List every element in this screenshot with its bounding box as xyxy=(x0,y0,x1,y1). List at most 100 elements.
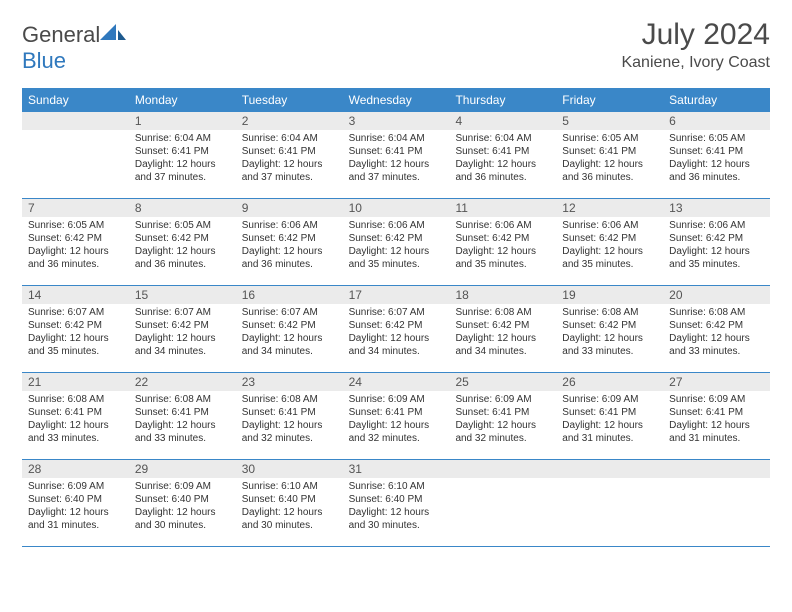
day-cell: 9Sunrise: 6:06 AMSunset: 6:42 PMDaylight… xyxy=(236,199,343,285)
day-header-cell: Friday xyxy=(556,88,663,112)
day-header-cell: Tuesday xyxy=(236,88,343,112)
day-body xyxy=(663,478,770,528)
day-body: Sunrise: 6:06 AMSunset: 6:42 PMDaylight:… xyxy=(449,217,556,275)
day-cell: 10Sunrise: 6:06 AMSunset: 6:42 PMDayligh… xyxy=(343,199,450,285)
sunset-text: Sunset: 6:42 PM xyxy=(135,232,230,245)
logo-sail-icon xyxy=(100,24,126,42)
day-body: Sunrise: 6:05 AMSunset: 6:42 PMDaylight:… xyxy=(22,217,129,275)
day-body: Sunrise: 6:04 AMSunset: 6:41 PMDaylight:… xyxy=(236,130,343,188)
day-body: Sunrise: 6:09 AMSunset: 6:41 PMDaylight:… xyxy=(343,391,450,449)
sunrise-text: Sunrise: 6:07 AM xyxy=(135,306,230,319)
day-number: 21 xyxy=(22,373,129,391)
day-number: 12 xyxy=(556,199,663,217)
sunset-text: Sunset: 6:42 PM xyxy=(349,319,444,332)
day-cell: 15Sunrise: 6:07 AMSunset: 6:42 PMDayligh… xyxy=(129,286,236,372)
sunrise-text: Sunrise: 6:09 AM xyxy=(135,480,230,493)
sunrise-text: Sunrise: 6:06 AM xyxy=(242,219,337,232)
sunrise-text: Sunrise: 6:08 AM xyxy=(669,306,764,319)
day-number: 20 xyxy=(663,286,770,304)
daylight-text: Daylight: 12 hours and 31 minutes. xyxy=(28,506,123,532)
sunset-text: Sunset: 6:41 PM xyxy=(242,145,337,158)
day-cell: 16Sunrise: 6:07 AMSunset: 6:42 PMDayligh… xyxy=(236,286,343,372)
day-cell: 1Sunrise: 6:04 AMSunset: 6:41 PMDaylight… xyxy=(129,112,236,198)
day-cell: 8Sunrise: 6:05 AMSunset: 6:42 PMDaylight… xyxy=(129,199,236,285)
daylight-text: Daylight: 12 hours and 31 minutes. xyxy=(669,419,764,445)
sunrise-text: Sunrise: 6:05 AM xyxy=(135,219,230,232)
sunrise-text: Sunrise: 6:06 AM xyxy=(349,219,444,232)
day-cell xyxy=(449,460,556,546)
weeks-container: 1Sunrise: 6:04 AMSunset: 6:41 PMDaylight… xyxy=(22,112,770,547)
month-title: July 2024 xyxy=(621,18,770,52)
day-number: 3 xyxy=(343,112,450,130)
sunset-text: Sunset: 6:42 PM xyxy=(669,232,764,245)
header: General Blue July 2024 Kaniene, Ivory Co… xyxy=(22,18,770,74)
day-cell: 7Sunrise: 6:05 AMSunset: 6:42 PMDaylight… xyxy=(22,199,129,285)
daylight-text: Daylight: 12 hours and 36 minutes. xyxy=(562,158,657,184)
sunrise-text: Sunrise: 6:06 AM xyxy=(669,219,764,232)
sunset-text: Sunset: 6:41 PM xyxy=(28,406,123,419)
sunrise-text: Sunrise: 6:08 AM xyxy=(242,393,337,406)
day-number: 13 xyxy=(663,199,770,217)
day-header-cell: Monday xyxy=(129,88,236,112)
day-body: Sunrise: 6:07 AMSunset: 6:42 PMDaylight:… xyxy=(22,304,129,362)
day-cell: 2Sunrise: 6:04 AMSunset: 6:41 PMDaylight… xyxy=(236,112,343,198)
daylight-text: Daylight: 12 hours and 33 minutes. xyxy=(28,419,123,445)
sunset-text: Sunset: 6:40 PM xyxy=(242,493,337,506)
day-body: Sunrise: 6:05 AMSunset: 6:42 PMDaylight:… xyxy=(129,217,236,275)
sunrise-text: Sunrise: 6:10 AM xyxy=(242,480,337,493)
sunset-text: Sunset: 6:40 PM xyxy=(135,493,230,506)
sunrise-text: Sunrise: 6:05 AM xyxy=(669,132,764,145)
day-number: 7 xyxy=(22,199,129,217)
daylight-text: Daylight: 12 hours and 37 minutes. xyxy=(349,158,444,184)
day-header-cell: Thursday xyxy=(449,88,556,112)
day-cell: 19Sunrise: 6:08 AMSunset: 6:42 PMDayligh… xyxy=(556,286,663,372)
day-number: 6 xyxy=(663,112,770,130)
day-number: 14 xyxy=(22,286,129,304)
day-header-cell: Saturday xyxy=(663,88,770,112)
day-body: Sunrise: 6:09 AMSunset: 6:40 PMDaylight:… xyxy=(129,478,236,536)
day-number: 31 xyxy=(343,460,450,478)
daylight-text: Daylight: 12 hours and 36 minutes. xyxy=(455,158,550,184)
day-number: 8 xyxy=(129,199,236,217)
day-number: 24 xyxy=(343,373,450,391)
daylight-text: Daylight: 12 hours and 30 minutes. xyxy=(135,506,230,532)
daylight-text: Daylight: 12 hours and 37 minutes. xyxy=(242,158,337,184)
day-header-row: SundayMondayTuesdayWednesdayThursdayFrid… xyxy=(22,88,770,112)
daylight-text: Daylight: 12 hours and 32 minutes. xyxy=(242,419,337,445)
daylight-text: Daylight: 12 hours and 35 minutes. xyxy=(562,245,657,271)
day-cell: 29Sunrise: 6:09 AMSunset: 6:40 PMDayligh… xyxy=(129,460,236,546)
day-body: Sunrise: 6:05 AMSunset: 6:41 PMDaylight:… xyxy=(663,130,770,188)
day-cell: 13Sunrise: 6:06 AMSunset: 6:42 PMDayligh… xyxy=(663,199,770,285)
sunset-text: Sunset: 6:42 PM xyxy=(242,319,337,332)
day-body: Sunrise: 6:10 AMSunset: 6:40 PMDaylight:… xyxy=(343,478,450,536)
logo-text: General Blue xyxy=(22,22,126,74)
week-row: 21Sunrise: 6:08 AMSunset: 6:41 PMDayligh… xyxy=(22,373,770,460)
sunrise-text: Sunrise: 6:09 AM xyxy=(562,393,657,406)
day-number: 16 xyxy=(236,286,343,304)
sunrise-text: Sunrise: 6:08 AM xyxy=(135,393,230,406)
day-body: Sunrise: 6:08 AMSunset: 6:42 PMDaylight:… xyxy=(663,304,770,362)
sunrise-text: Sunrise: 6:06 AM xyxy=(562,219,657,232)
calendar-page: General Blue July 2024 Kaniene, Ivory Co… xyxy=(0,0,792,547)
day-body: Sunrise: 6:08 AMSunset: 6:42 PMDaylight:… xyxy=(556,304,663,362)
calendar: SundayMondayTuesdayWednesdayThursdayFrid… xyxy=(22,88,770,547)
day-body: Sunrise: 6:07 AMSunset: 6:42 PMDaylight:… xyxy=(129,304,236,362)
logo-general: General xyxy=(22,22,100,47)
daylight-text: Daylight: 12 hours and 34 minutes. xyxy=(135,332,230,358)
day-number xyxy=(663,460,770,478)
day-body: Sunrise: 6:09 AMSunset: 6:41 PMDaylight:… xyxy=(556,391,663,449)
sunset-text: Sunset: 6:41 PM xyxy=(135,406,230,419)
day-cell: 3Sunrise: 6:04 AMSunset: 6:41 PMDaylight… xyxy=(343,112,450,198)
daylight-text: Daylight: 12 hours and 34 minutes. xyxy=(242,332,337,358)
day-body: Sunrise: 6:04 AMSunset: 6:41 PMDaylight:… xyxy=(343,130,450,188)
day-number: 19 xyxy=(556,286,663,304)
sunset-text: Sunset: 6:42 PM xyxy=(455,232,550,245)
day-body: Sunrise: 6:09 AMSunset: 6:40 PMDaylight:… xyxy=(22,478,129,536)
day-header-cell: Wednesday xyxy=(343,88,450,112)
day-body: Sunrise: 6:09 AMSunset: 6:41 PMDaylight:… xyxy=(449,391,556,449)
sunset-text: Sunset: 6:42 PM xyxy=(349,232,444,245)
day-number: 27 xyxy=(663,373,770,391)
day-body xyxy=(449,478,556,528)
day-body: Sunrise: 6:06 AMSunset: 6:42 PMDaylight:… xyxy=(663,217,770,275)
day-cell xyxy=(556,460,663,546)
